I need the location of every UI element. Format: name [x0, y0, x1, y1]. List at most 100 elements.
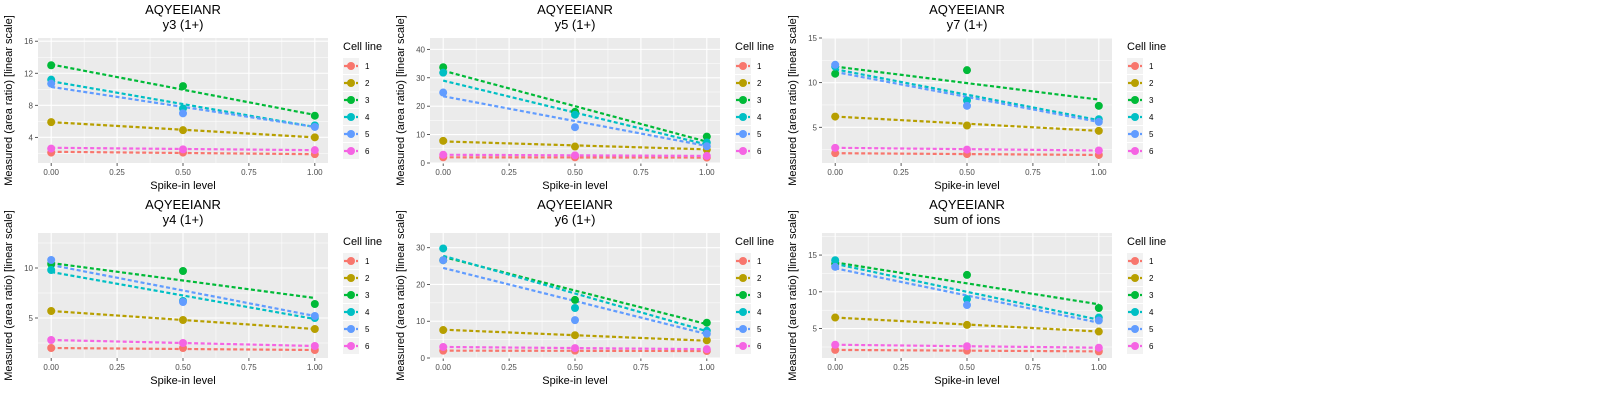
x-axis-title: Spike-in level	[934, 375, 999, 387]
legend-marker-3	[347, 291, 355, 299]
x-tick-label: 0.25	[501, 363, 517, 372]
data-point-cell-line-3	[179, 82, 187, 91]
data-point-cell-line-5	[831, 262, 840, 271]
data-point-cell-line-5	[47, 79, 56, 88]
y-tick-label: 5	[813, 325, 818, 334]
data-point-cell-line-4	[439, 68, 448, 77]
y-tick-label: 5	[813, 123, 818, 132]
data-point-cell-line-6	[47, 144, 56, 153]
chart-title: AQYEEIANR	[929, 197, 1005, 212]
legend-label-2: 2	[365, 274, 370, 283]
legend-marker-1	[1131, 257, 1139, 265]
data-point-cell-line-6	[702, 345, 711, 354]
chart-title: AQYEEIANR	[537, 197, 613, 212]
legend-label-4: 4	[757, 113, 762, 122]
data-point-cell-line-2	[179, 126, 187, 135]
legend-label-1: 1	[365, 62, 370, 71]
x-tick-label: 1.00	[307, 168, 323, 177]
y-axis-title: Measured (area ratio) [linear scale]	[787, 210, 799, 381]
trend-line-cell-line-5	[834, 267, 1100, 324]
data-point-cell-line-2	[1094, 327, 1103, 336]
legend-label-3: 3	[1149, 291, 1154, 300]
x-tick-label: 0.00	[827, 168, 843, 177]
legend-marker-6	[347, 342, 355, 350]
legend-marker-5	[739, 130, 747, 138]
data-point-cell-line-3	[1094, 101, 1103, 110]
data-point-cell-line-6	[439, 150, 448, 159]
y-tick-label: 10	[24, 264, 33, 273]
trend-line-cell-line-4	[834, 68, 1100, 122]
legend-marker-3	[347, 96, 355, 104]
legend-marker-5	[347, 325, 355, 333]
data-point-cell-line-5	[1094, 316, 1103, 325]
legend-marker-2	[739, 274, 747, 282]
x-tick-label: 0.00	[435, 363, 451, 372]
trend-line-cell-line-3	[835, 65, 1099, 101]
data-point-cell-line-4	[963, 295, 971, 304]
x-tick-label: 0.50	[175, 168, 191, 177]
legend-label-6: 6	[1149, 342, 1154, 351]
y-tick-label: 10	[416, 317, 425, 326]
legend-label-2: 2	[1149, 274, 1154, 283]
legend-marker-1	[739, 62, 747, 70]
chart-subtitle: sum of ions	[934, 212, 1001, 227]
data-point-cell-line-5	[702, 329, 711, 338]
legend-marker-1	[347, 62, 355, 70]
data-point-cell-line-6	[179, 145, 187, 154]
chart-subtitle: y7 (1+)	[947, 17, 988, 32]
data-point-cell-line-2	[571, 142, 579, 151]
legend-marker-5	[739, 325, 747, 333]
legend-marker-4	[1131, 113, 1139, 121]
y-tick-label: 15	[808, 251, 817, 260]
legend-label-4: 4	[1149, 113, 1154, 122]
trend-line-cell-line-5	[50, 263, 316, 318]
legend-label-4: 4	[757, 308, 762, 317]
y-axis-title: Measured (area ratio) [linear scale]	[3, 15, 15, 186]
data-point-cell-line-5	[47, 256, 56, 264]
legend-marker-1	[739, 257, 747, 265]
data-point-cell-line-5	[831, 60, 840, 69]
x-tick-label: 1.00	[307, 363, 323, 372]
legend-marker-4	[739, 308, 747, 316]
chart-title: AQYEEIANR	[537, 2, 613, 17]
data-point-cell-line-6	[571, 151, 579, 160]
y-tick-label: 20	[416, 280, 425, 289]
trend-line-cell-line-4	[50, 270, 316, 321]
x-tick-label: 0.50	[175, 363, 191, 372]
legend-label-2: 2	[757, 79, 762, 88]
data-point-cell-line-2	[963, 320, 971, 329]
data-point-cell-line-4	[439, 244, 448, 253]
legend-label-4: 4	[365, 308, 370, 317]
legend-marker-4	[347, 113, 355, 121]
data-point-cell-line-2	[47, 307, 56, 315]
x-tick-label: 0.00	[43, 363, 59, 372]
data-point-cell-line-6	[439, 342, 448, 351]
legend-label-1: 1	[1149, 62, 1154, 71]
x-tick-label: 0.25	[501, 168, 517, 177]
legend-marker-6	[739, 147, 747, 155]
data-point-cell-line-6	[831, 143, 840, 152]
data-point-cell-line-3	[310, 300, 319, 308]
y-tick-label: 0	[421, 159, 426, 168]
x-tick-label: 0.00	[827, 363, 843, 372]
x-tick-label: 0.75	[1025, 363, 1041, 372]
legend-marker-1	[347, 257, 355, 265]
x-tick-label: 0.75	[241, 363, 257, 372]
data-point-cell-line-6	[571, 344, 579, 353]
legend-marker-6	[739, 342, 747, 350]
legend-label-6: 6	[757, 342, 762, 351]
data-point-cell-line-6	[47, 336, 56, 344]
data-point-cell-line-3	[310, 111, 319, 120]
data-point-cell-line-3	[47, 61, 56, 70]
legend-label-3: 3	[757, 96, 762, 105]
legend-label-6: 6	[365, 342, 370, 351]
y-tick-label: 30	[416, 74, 425, 83]
legend-label-1: 1	[365, 257, 370, 266]
legend-marker-2	[347, 79, 355, 87]
legend-label-1: 1	[1149, 257, 1154, 266]
y-axis-title: Measured (area ratio) [linear scale]	[395, 210, 407, 381]
data-point-cell-line-6	[702, 151, 711, 160]
